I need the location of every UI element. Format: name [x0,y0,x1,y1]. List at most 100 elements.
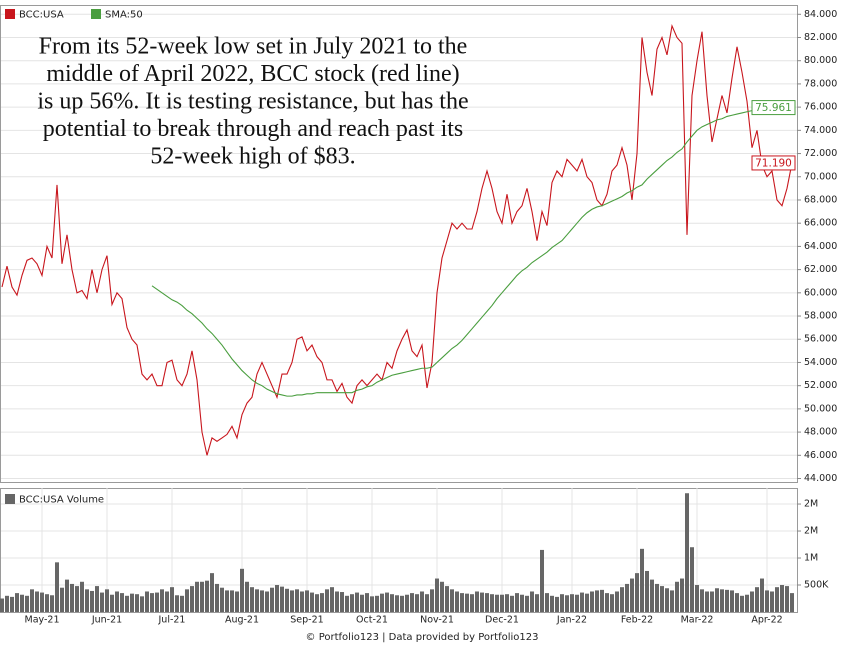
annotation: potential to break through and reach pas… [43,116,464,142]
y-tick-label: 46.000 [804,450,837,461]
x-tick-label: Nov-21 [420,615,454,626]
volume-bar [445,586,449,612]
volume-bar [605,593,609,612]
y-tick-label: 68.000 [804,194,837,205]
legend-label: SMA:50 [105,10,143,21]
y-tick-label: 62.000 [804,264,837,275]
volume-bar [725,589,729,612]
volume-bar [450,589,454,612]
volume-bar [420,591,424,612]
volume-bar [330,587,334,612]
y-tick-label: 82.000 [804,32,837,43]
volume-bar [590,591,594,612]
volume-bar [775,587,779,612]
volume-bar [235,591,239,612]
volume-bar [585,593,589,612]
volume-bar [0,598,4,612]
volume-bar [25,595,29,612]
volume-bar [115,591,119,612]
volume-bar [285,588,289,612]
volume-bar [485,593,489,612]
y-tick-label: 52.000 [804,380,837,391]
volume-bar [785,586,789,612]
volume-bar [720,589,724,612]
volume-bar [125,595,129,612]
volume-bar [735,593,739,612]
y-tick-label: 58.000 [804,311,837,322]
volume-bar [620,587,624,612]
volume-bar [400,595,404,612]
volume-bar [320,593,324,612]
x-tick-label: Sep-21 [290,615,323,626]
volume-bar [355,592,359,612]
volume-bar [435,578,439,612]
series-line [1,23,793,456]
volume-bar [710,591,714,612]
volume-bar [545,593,549,612]
volume-bar [205,580,209,612]
legend-swatch [91,9,101,19]
volume-bar [70,583,74,612]
volume-bar [405,594,409,612]
x-tick-label: Mar-22 [681,615,714,626]
volume-bar [215,583,219,612]
volume-bar [20,594,24,612]
volume-bar [380,593,384,612]
volume-bar [110,594,114,612]
volume-bar [690,547,694,612]
volume-bar [755,587,759,612]
volume-bar [515,593,519,612]
volume-bar [160,589,164,612]
volume-bar [200,581,204,612]
volume-bar [415,594,419,612]
x-tick-label: Oct-21 [356,615,388,626]
y-tick-label: 72.000 [804,148,837,159]
volume-bar [750,591,754,612]
volume-bar [260,590,264,612]
volume-bar [145,591,149,612]
volume-bar [685,493,689,612]
volume-bar [250,587,254,612]
x-tick-label: Jul-21 [158,615,186,626]
volume-bar [15,593,19,612]
volume-bar [730,590,734,612]
volume-bar [550,595,554,612]
y-tick-label: 2M [804,499,818,510]
volume-bar [245,581,249,612]
volume-bar [560,594,564,612]
volume-bar [105,589,109,612]
volume-bar [175,595,179,612]
y-tick-label: 48.000 [804,427,837,438]
volume-bar [570,594,574,612]
volume-bar [580,592,584,612]
legend-swatch [5,494,15,504]
annotation: is up 56%. It is testing resistance, but… [37,89,468,115]
volume-bar [575,594,579,612]
y-tick-label: 78.000 [804,78,837,89]
volume-bar [165,591,169,612]
volume-bar [325,589,329,612]
legend-label: BCC:USA [19,10,64,21]
volume-bar [490,594,494,612]
volume-bar [740,595,744,612]
volume-bar [155,592,159,612]
volume-bar [510,595,514,612]
volume-bar [670,590,674,612]
volume-bar [455,591,459,612]
volume-bar [95,586,99,612]
volume-bar [780,585,784,612]
volume-bar [140,596,144,612]
volume-bar [255,589,259,612]
volume-bar [475,591,479,612]
volume-bar [130,593,134,612]
volume-bar [150,593,154,612]
annotation: From its 52-week low set in July 2021 to… [39,34,468,60]
y-tick-label: 74.000 [804,125,837,136]
volume-bar [635,573,639,612]
volume-bar [700,589,704,612]
volume-bar [640,548,644,612]
annotation: middle of April 2022, BCC stock (red lin… [46,61,459,87]
last-value-box [751,100,796,116]
volume-bar [695,585,699,612]
